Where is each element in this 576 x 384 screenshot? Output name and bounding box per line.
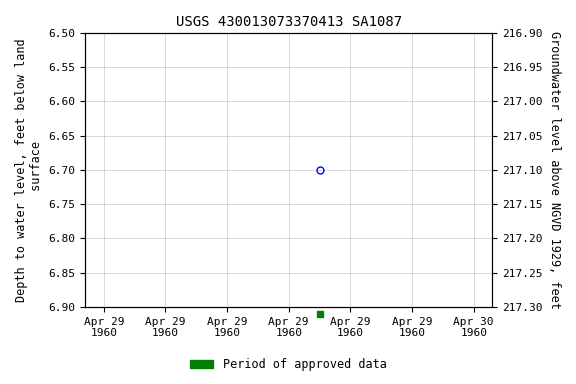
Y-axis label: Depth to water level, feet below land
 surface: Depth to water level, feet below land su… [15,38,43,302]
Legend: Period of approved data: Period of approved data [185,354,391,376]
Y-axis label: Groundwater level above NGVD 1929, feet: Groundwater level above NGVD 1929, feet [548,31,561,309]
Title: USGS 430013073370413 SA1087: USGS 430013073370413 SA1087 [176,15,402,29]
